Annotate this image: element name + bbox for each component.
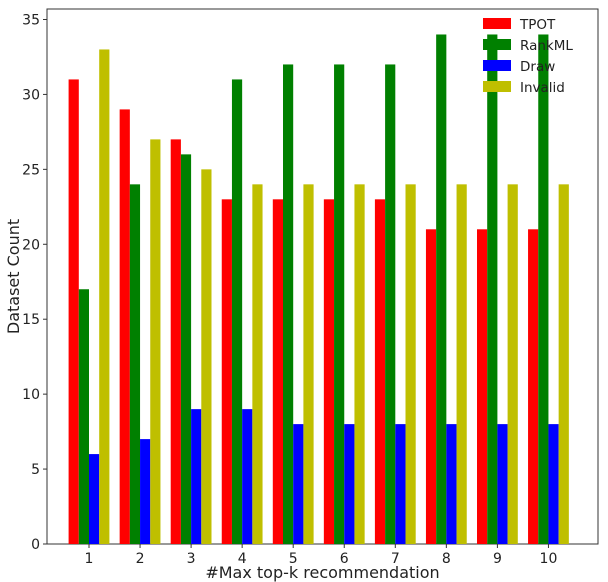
y-tick-label: 0 — [31, 537, 40, 553]
bar-rankml-4 — [231, 79, 243, 545]
bar-rankml-5 — [283, 64, 294, 544]
x-tick-label: 7 — [391, 551, 400, 567]
bar-rankml-6 — [334, 64, 345, 544]
bar-draw-5 — [293, 424, 304, 544]
bar-rankml-8 — [436, 34, 447, 544]
bar-draw-2 — [140, 439, 151, 544]
bar-draw-8 — [446, 424, 457, 544]
y-tick-label: 25 — [22, 162, 40, 178]
bar-draw-4 — [242, 409, 253, 544]
y-tick-label: 15 — [22, 312, 40, 328]
bar-draw-6 — [344, 424, 355, 544]
bar-rankml-1 — [78, 289, 89, 544]
bar-invalid-4 — [252, 184, 263, 544]
bar-invalid-10 — [558, 184, 569, 544]
x-tick-label: 6 — [340, 551, 349, 567]
bar-rankml-7 — [385, 64, 396, 544]
bar-invalid-9 — [507, 184, 518, 544]
bar-invalid-8 — [456, 184, 467, 544]
x-tick-label: 1 — [85, 551, 94, 567]
legend-swatch-invalid — [483, 81, 511, 92]
bar-tpot-3 — [170, 139, 181, 544]
y-tick-label: 5 — [31, 462, 40, 478]
x-tick-label: 2 — [136, 551, 145, 567]
bar-tpot-6 — [323, 199, 335, 544]
bar-draw-10 — [548, 424, 559, 544]
x-axis-title: #Max top-k recommendation — [205, 563, 439, 582]
bar-invalid-2 — [150, 139, 161, 544]
y-axis-title: Dataset Count — [4, 219, 23, 334]
x-tick-label: 4 — [238, 551, 247, 567]
legend-swatch-rankml — [483, 39, 511, 50]
legend-swatch-draw — [483, 60, 511, 71]
bar-rankml-2 — [129, 184, 141, 544]
legend-label-tpot: TPOT — [519, 17, 556, 33]
bar-rankml-9 — [487, 34, 498, 544]
x-axis-ticks: 1 2 3 4 5 6 7 8 9 10 — [85, 544, 558, 567]
x-tick-label: 10 — [540, 551, 558, 567]
legend: TPOT RankML Draw Invalid — [483, 17, 573, 96]
legend-label-invalid: Invalid — [520, 80, 565, 96]
bar-draw-3 — [191, 409, 202, 544]
bar-tpot-2 — [119, 109, 130, 544]
bar-tpot-1 — [68, 79, 79, 545]
bar-tpot-5 — [272, 199, 283, 544]
bar-draw-9 — [497, 424, 508, 544]
bar-invalid-7 — [405, 184, 416, 544]
x-tick-label: 5 — [289, 551, 298, 567]
y-tick-label: 10 — [22, 387, 40, 403]
bars-group — [68, 34, 569, 545]
bar-tpot-4 — [221, 199, 232, 544]
bar-invalid-3 — [201, 169, 212, 544]
y-axis-ticks: 0 5 10 15 20 25 30 35 — [22, 12, 47, 553]
bar-tpot-10 — [528, 229, 539, 545]
bar-invalid-1 — [99, 49, 110, 545]
y-tick-label: 35 — [22, 12, 40, 28]
bar-rankml-3 — [180, 154, 192, 545]
bar-invalid-5 — [303, 184, 314, 544]
bar-tpot-7 — [374, 199, 386, 544]
bar-tpot-9 — [477, 229, 488, 545]
bar-tpot-8 — [425, 229, 437, 545]
y-tick-label: 30 — [22, 87, 40, 103]
x-tick-label: 3 — [187, 551, 196, 567]
legend-label-draw: Draw — [520, 59, 555, 75]
bar-invalid-6 — [354, 184, 365, 544]
x-tick-label: 9 — [493, 551, 502, 567]
bar-rankml-10 — [538, 34, 549, 544]
x-tick-label: 8 — [442, 551, 451, 567]
bar-draw-1 — [89, 454, 100, 544]
y-tick-label: 20 — [22, 237, 40, 253]
bar-draw-7 — [395, 424, 406, 544]
legend-swatch-tpot — [483, 18, 511, 29]
legend-label-rankml: RankML — [520, 38, 573, 54]
